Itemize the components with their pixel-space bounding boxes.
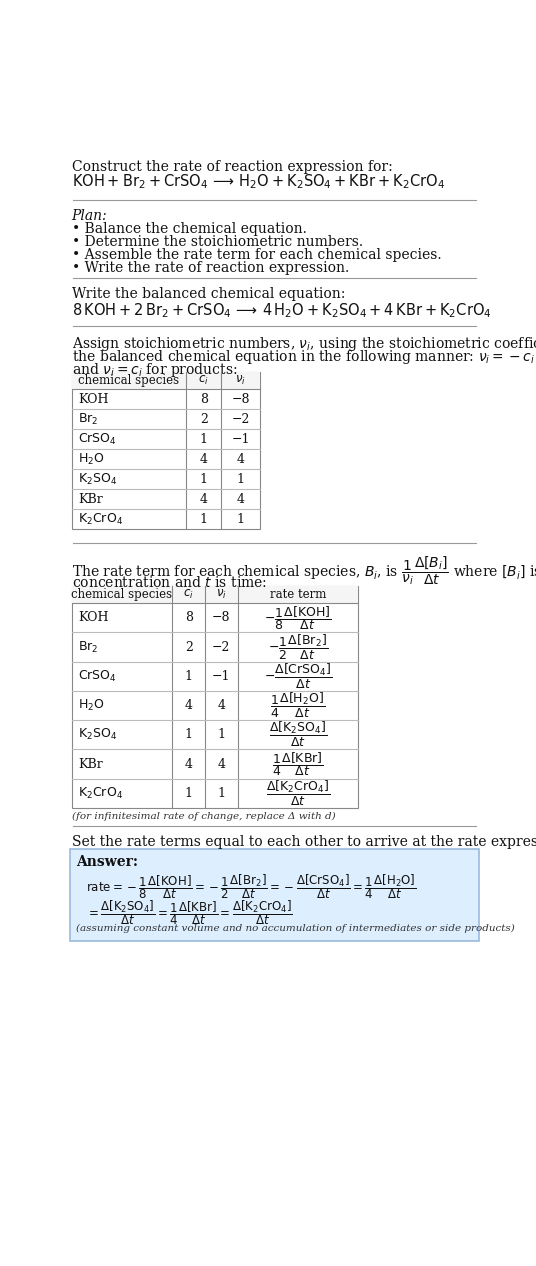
Text: concentration and $t$ is time:: concentration and $t$ is time: (72, 576, 267, 590)
Text: 1: 1 (200, 513, 208, 525)
Bar (70, 848, 479, 941)
Text: Plan:: Plan: (72, 209, 107, 223)
Text: −1: −1 (232, 433, 250, 446)
Text: Set the rate terms equal to each other to arrive at the rate expression:: Set the rate terms equal to each other t… (72, 834, 536, 849)
Text: 4: 4 (236, 453, 244, 466)
Text: $\mathrm{KOH + Br_2 + CrSO_4}$$\,\longrightarrow\,$$\mathrm{H_2O + K_2SO_4 + KBr: $\mathrm{KOH + Br_2 + CrSO_4}$$\,\longri… (72, 172, 445, 191)
Text: $\mathrm{8\,KOH + 2\,Br_2 + CrSO_4}$$\,\longrightarrow\,$$\mathrm{4\,H_2O + K_2S: $\mathrm{8\,KOH + 2\,Br_2 + CrSO_4}$$\,\… (72, 301, 492, 320)
Text: Construct the rate of reaction expression for:: Construct the rate of reaction expressio… (72, 160, 392, 173)
Text: chemical species: chemical species (78, 375, 180, 387)
Text: KOH: KOH (78, 392, 108, 405)
Text: the balanced chemical equation in the following manner: $\nu_i = -c_i$ for react: the balanced chemical equation in the fo… (72, 348, 536, 366)
Text: and $\nu_i = c_i$ for products:: and $\nu_i = c_i$ for products: (72, 361, 237, 380)
Text: 1: 1 (217, 728, 225, 742)
Text: Answer:: Answer: (76, 855, 138, 868)
Text: $\mathrm{K_2SO_4}$: $\mathrm{K_2SO_4}$ (78, 472, 117, 486)
Text: $\mathrm{H_2O}$: $\mathrm{H_2O}$ (78, 698, 105, 713)
Text: Assign stoichiometric numbers, $\nu_i$, using the stoichiometric coefficients, $: Assign stoichiometric numbers, $\nu_i$, … (72, 335, 536, 353)
Text: 4: 4 (236, 492, 244, 505)
Text: $-\dfrac{1}{2}\dfrac{\Delta[\mathrm{Br_2}]}{\Delta t}$: $-\dfrac{1}{2}\dfrac{\Delta[\mathrm{Br_2… (268, 633, 328, 662)
Text: 1: 1 (236, 513, 244, 525)
Bar (72, 372, 260, 389)
Text: 1: 1 (200, 472, 208, 486)
Text: 1: 1 (200, 433, 208, 446)
Text: $c_i$: $c_i$ (183, 589, 194, 601)
Text: 4: 4 (217, 757, 225, 771)
Text: • Determine the stoichiometric numbers.: • Determine the stoichiometric numbers. (72, 235, 363, 249)
Text: (assuming constant volume and no accumulation of intermediates or side products): (assuming constant volume and no accumul… (76, 924, 515, 933)
Text: −2: −2 (212, 641, 230, 653)
Text: KOH: KOH (78, 611, 108, 624)
Text: $\dfrac{\Delta[\mathrm{K_2SO_4}]}{\Delta t}$: $\dfrac{\Delta[\mathrm{K_2SO_4}]}{\Delta… (269, 720, 327, 749)
Text: −2: −2 (232, 413, 250, 425)
Text: $\nu_i$: $\nu_i$ (235, 373, 246, 387)
Text: $\nu_i$: $\nu_i$ (216, 589, 227, 601)
Text: rate term: rate term (270, 589, 326, 601)
Text: 4: 4 (200, 453, 208, 466)
Bar (72, 372, 260, 529)
Text: $-\dfrac{\Delta[\mathrm{CrSO_4}]}{\Delta t}$: $-\dfrac{\Delta[\mathrm{CrSO_4}]}{\Delta… (264, 662, 332, 691)
Text: $\dfrac{1}{4}\dfrac{\Delta[\mathrm{H_2O}]}{\Delta t}$: $\dfrac{1}{4}\dfrac{\Delta[\mathrm{H_2O}… (270, 691, 325, 720)
Text: 8: 8 (185, 611, 192, 624)
Text: $\dfrac{1}{4}\dfrac{\Delta[\mathrm{KBr}]}{\Delta t}$: $\dfrac{1}{4}\dfrac{\Delta[\mathrm{KBr}]… (272, 751, 324, 779)
Text: $\mathrm{CrSO_4}$: $\mathrm{CrSO_4}$ (78, 432, 117, 447)
Text: $\mathrm{Br_2}$: $\mathrm{Br_2}$ (78, 411, 98, 427)
Text: $\mathrm{K_2SO_4}$: $\mathrm{K_2SO_4}$ (78, 727, 117, 742)
Text: 1: 1 (236, 472, 244, 486)
Text: $-\dfrac{1}{8}\dfrac{\Delta[\mathrm{KOH}]}{\Delta t}$: $-\dfrac{1}{8}\dfrac{\Delta[\mathrm{KOH}… (264, 604, 332, 632)
Text: 1: 1 (185, 728, 192, 742)
Text: 8: 8 (200, 392, 208, 405)
Text: 2: 2 (200, 413, 208, 425)
Text: $\mathrm{CrSO_4}$: $\mathrm{CrSO_4}$ (78, 668, 117, 684)
Text: $\mathrm{K_2CrO_4}$: $\mathrm{K_2CrO_4}$ (78, 786, 123, 801)
Text: $= \dfrac{\Delta[\mathrm{K_2SO_4}]}{\Delta t} = \dfrac{1}{4}\dfrac{\Delta[\mathr: $= \dfrac{\Delta[\mathrm{K_2SO_4}]}{\Del… (86, 898, 292, 927)
Text: (for infinitesimal rate of change, replace Δ with d): (for infinitesimal rate of change, repla… (72, 812, 336, 820)
Text: −1: −1 (212, 670, 230, 682)
Text: −8: −8 (232, 392, 250, 405)
Text: $\mathrm{K_2CrO_4}$: $\mathrm{K_2CrO_4}$ (78, 511, 123, 527)
Text: 1: 1 (185, 787, 192, 800)
Text: 1: 1 (185, 670, 192, 682)
Text: 4: 4 (217, 699, 225, 711)
Text: KBr: KBr (78, 492, 102, 505)
Text: KBr: KBr (78, 757, 102, 771)
Text: $c_i$: $c_i$ (198, 373, 209, 387)
Text: $\mathrm{rate} = -\dfrac{1}{8}\dfrac{\Delta[\mathrm{KOH}]}{\Delta t} = -\dfrac{1: $\mathrm{rate} = -\dfrac{1}{8}\dfrac{\De… (86, 872, 416, 900)
Text: 2: 2 (185, 641, 192, 653)
Text: −8: −8 (212, 611, 230, 624)
Text: chemical species: chemical species (71, 589, 173, 601)
Text: 4: 4 (185, 699, 192, 711)
Text: 4: 4 (185, 757, 192, 771)
Text: Write the balanced chemical equation:: Write the balanced chemical equation: (72, 287, 345, 301)
Text: 4: 4 (200, 492, 208, 505)
Text: The rate term for each chemical species, $B_i$, is $\dfrac{1}{\nu_i}\dfrac{\Delt: The rate term for each chemical species,… (72, 553, 536, 586)
Bar (72, 586, 359, 603)
Text: 1: 1 (217, 787, 225, 800)
Bar (72, 586, 359, 808)
Text: $\dfrac{\Delta[\mathrm{K_2CrO_4}]}{\Delta t}$: $\dfrac{\Delta[\mathrm{K_2CrO_4}]}{\Delt… (266, 779, 330, 808)
Text: $\mathrm{Br_2}$: $\mathrm{Br_2}$ (78, 639, 98, 655)
Text: • Write the rate of reaction expression.: • Write the rate of reaction expression. (72, 261, 349, 275)
Text: • Assemble the rate term for each chemical species.: • Assemble the rate term for each chemic… (72, 248, 441, 262)
Text: • Balance the chemical equation.: • Balance the chemical equation. (72, 222, 307, 235)
Text: $\mathrm{H_2O}$: $\mathrm{H_2O}$ (78, 452, 105, 467)
